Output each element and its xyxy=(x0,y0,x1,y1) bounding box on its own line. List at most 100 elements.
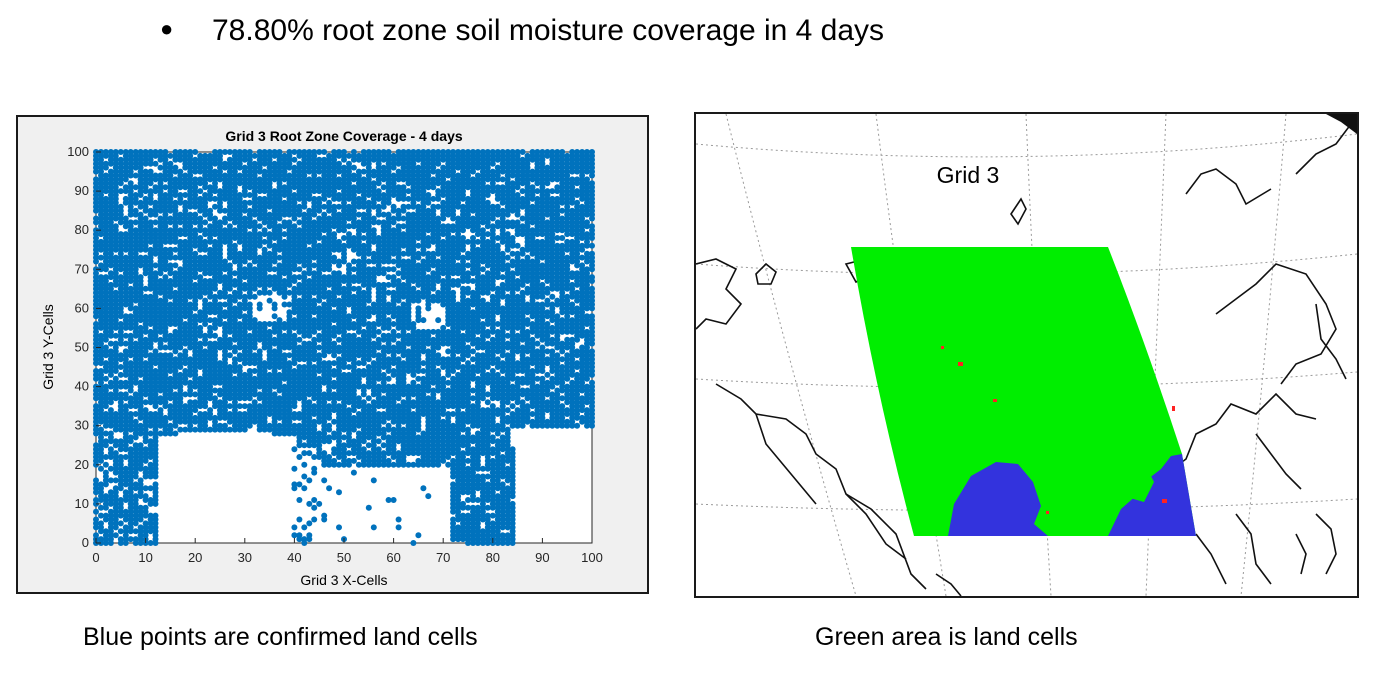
data-point xyxy=(93,321,99,327)
data-point xyxy=(142,465,149,472)
data-point xyxy=(157,172,164,179)
data-point xyxy=(291,156,298,163)
data-point xyxy=(132,227,139,234)
data-point xyxy=(157,430,164,437)
data-point xyxy=(127,180,134,187)
data-point xyxy=(98,238,104,245)
data-point xyxy=(197,324,204,331)
data-point xyxy=(157,407,164,414)
data-point xyxy=(306,477,313,484)
data-point xyxy=(127,149,134,155)
data-point xyxy=(167,152,174,159)
data-point xyxy=(182,403,189,410)
data-point xyxy=(172,289,179,296)
headline-text: 78.80% root zone soil moisture coverage … xyxy=(212,14,885,47)
data-point xyxy=(375,446,382,453)
data-point xyxy=(182,172,189,179)
data-point xyxy=(212,215,218,222)
data-point xyxy=(127,285,134,292)
data-point xyxy=(152,149,159,155)
data-point xyxy=(152,262,159,269)
data-point xyxy=(172,246,179,253)
data-point xyxy=(365,504,372,511)
data-point xyxy=(107,391,114,398)
data-point xyxy=(192,250,199,257)
data-point xyxy=(137,254,144,261)
data-point xyxy=(440,324,447,331)
headline: ● 78.80% root zone soil moisture coverage… xyxy=(160,14,884,48)
data-point xyxy=(93,477,99,484)
data-point xyxy=(182,321,189,327)
data-point xyxy=(326,422,333,429)
data-point xyxy=(152,160,159,167)
data-point xyxy=(385,375,392,382)
data-point xyxy=(102,493,109,500)
data-point xyxy=(102,454,109,460)
data-point xyxy=(147,540,154,546)
data-point xyxy=(177,211,184,218)
data-point xyxy=(98,332,104,339)
data-point xyxy=(117,379,124,386)
data-point xyxy=(127,411,134,417)
data-point xyxy=(147,188,154,195)
data-point xyxy=(98,520,104,527)
data-point xyxy=(296,454,303,460)
data-point xyxy=(137,324,144,331)
data-point xyxy=(167,422,174,429)
data-point xyxy=(152,512,159,519)
data-point xyxy=(370,524,377,531)
data-point xyxy=(122,254,129,261)
data-point xyxy=(336,524,342,531)
data-point xyxy=(390,274,397,281)
data-point xyxy=(98,274,104,281)
data-point xyxy=(102,411,109,417)
data-point xyxy=(157,297,164,304)
data-point xyxy=(301,485,308,492)
data-point xyxy=(122,231,129,238)
data-point xyxy=(98,465,104,472)
data-point xyxy=(390,497,397,503)
data-point xyxy=(117,203,124,210)
data-point xyxy=(385,317,392,324)
data-point xyxy=(142,485,149,492)
data-point xyxy=(222,258,228,265)
data-point xyxy=(400,184,407,191)
data-point xyxy=(137,524,144,531)
data-point xyxy=(207,207,214,214)
data-point xyxy=(266,297,273,304)
data-point xyxy=(152,368,159,374)
data-point xyxy=(162,414,169,421)
data-point xyxy=(326,199,333,206)
data-point xyxy=(350,457,357,464)
data-point xyxy=(132,528,139,535)
data-point xyxy=(117,497,124,503)
data-point xyxy=(276,317,283,324)
data-point xyxy=(142,149,149,155)
data-point xyxy=(331,457,338,464)
data-point xyxy=(122,465,129,472)
data-point xyxy=(102,375,109,382)
data-point xyxy=(385,457,392,464)
data-point xyxy=(350,332,357,339)
data-point xyxy=(296,532,303,539)
data-point xyxy=(346,262,352,269)
data-point xyxy=(107,281,114,288)
data-point xyxy=(112,254,119,261)
data-point xyxy=(167,332,174,339)
data-point xyxy=(420,485,427,492)
data-point xyxy=(440,375,447,382)
data-point xyxy=(132,340,139,347)
data-point xyxy=(266,289,273,296)
data-point xyxy=(112,375,119,382)
data-point xyxy=(98,536,104,543)
data-point xyxy=(102,528,109,535)
data-point xyxy=(177,192,184,198)
data-point xyxy=(122,149,129,155)
data-point xyxy=(147,497,154,503)
data-point xyxy=(385,149,392,155)
data-point xyxy=(112,532,119,539)
data-point xyxy=(132,172,139,179)
data-point xyxy=(127,536,134,543)
data-point xyxy=(93,442,99,449)
data-point xyxy=(122,524,129,531)
